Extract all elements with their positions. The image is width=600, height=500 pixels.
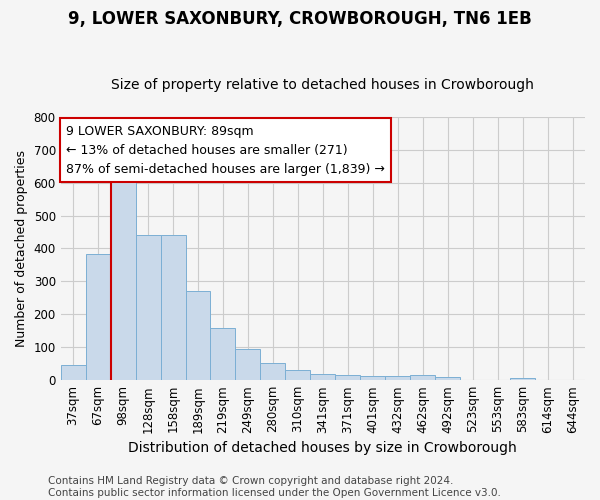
Bar [310,374,335,380]
Y-axis label: Number of detached properties: Number of detached properties [15,150,28,347]
Bar [335,374,360,380]
Bar [510,378,535,380]
Bar [110,176,136,380]
Bar [211,328,235,380]
Bar [385,376,410,380]
Text: 9, LOWER SAXONBURY, CROWBOROUGH, TN6 1EB: 9, LOWER SAXONBURY, CROWBOROUGH, TN6 1EB [68,10,532,28]
Text: 9 LOWER SAXONBURY: 89sqm
← 13% of detached houses are smaller (271)
87% of semi-: 9 LOWER SAXONBURY: 89sqm ← 13% of detach… [66,124,385,176]
Bar [260,363,286,380]
Bar [185,292,211,380]
Title: Size of property relative to detached houses in Crowborough: Size of property relative to detached ho… [112,78,534,92]
Bar [360,376,385,380]
Bar [410,375,435,380]
Bar [435,377,460,380]
Bar [286,370,310,380]
Bar [161,236,185,380]
Bar [136,236,161,380]
Bar [86,254,110,380]
Bar [235,349,260,380]
Bar [61,366,86,380]
Text: Contains HM Land Registry data © Crown copyright and database right 2024.
Contai: Contains HM Land Registry data © Crown c… [48,476,501,498]
X-axis label: Distribution of detached houses by size in Crowborough: Distribution of detached houses by size … [128,441,517,455]
